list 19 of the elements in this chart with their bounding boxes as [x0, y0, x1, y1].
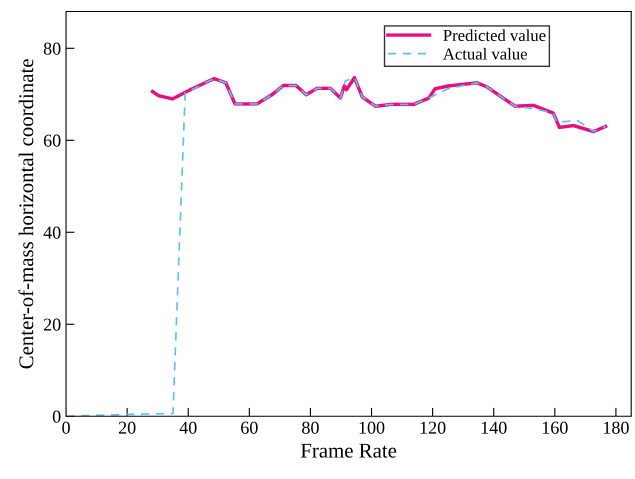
x-tick-label: 140	[482, 422, 507, 434]
y-axis-title: Center-of-mass horizontal coordinate	[18, 59, 34, 368]
legend-label: Predicted value	[443, 29, 546, 42]
y-tick-label: 0	[52, 410, 60, 423]
y-tick-label: 60	[44, 134, 60, 147]
y-tick-label: 40	[43, 226, 60, 239]
x-tick-label: 80	[302, 422, 319, 434]
x-tick-label: 0	[62, 422, 70, 434]
x-tick-label: 120	[420, 422, 446, 434]
x-tick-label: 100	[360, 422, 384, 434]
x-axis-title: Frame Rate	[300, 444, 396, 458]
x-tick-label: 60	[241, 422, 258, 434]
x-tick-label: 20	[118, 422, 136, 434]
x-tick-label: 180	[604, 422, 629, 434]
legend-label: Actual value	[443, 48, 527, 60]
x-tick-label: 40	[180, 422, 197, 434]
y-tick-label: 80	[44, 42, 60, 55]
y-tick-label: 20	[44, 318, 60, 331]
x-tick-label: 160	[542, 422, 568, 434]
